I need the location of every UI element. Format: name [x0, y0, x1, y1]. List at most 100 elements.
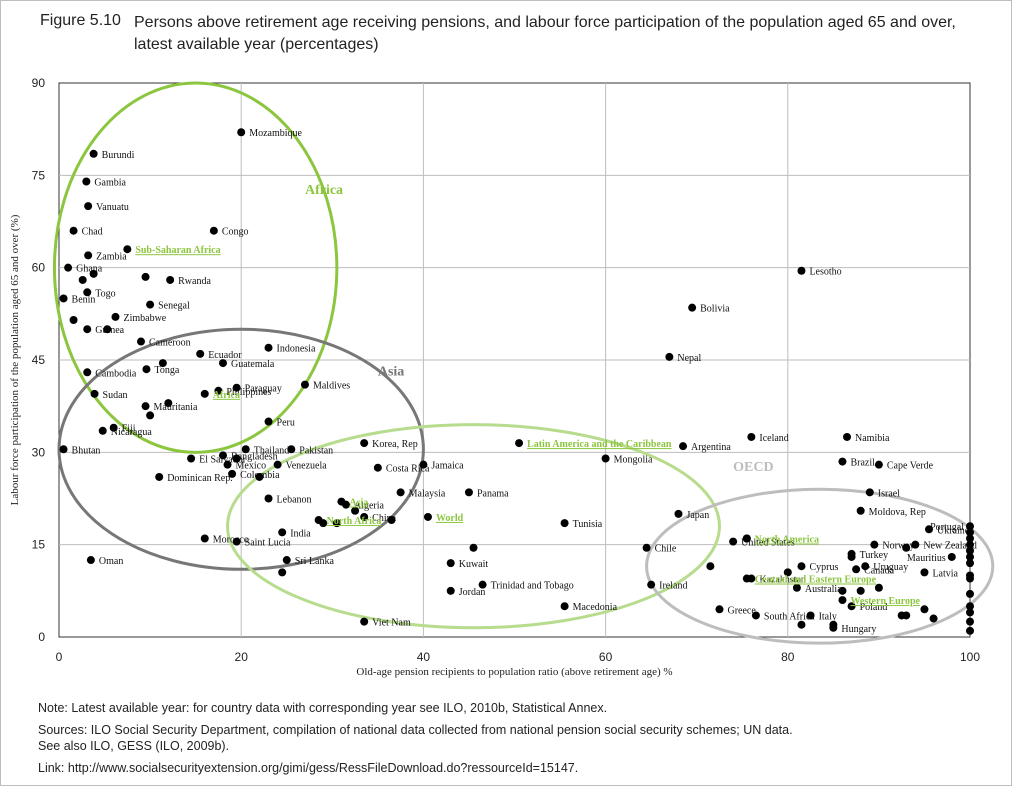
data-point[interactable] — [209, 226, 218, 235]
data-point[interactable] — [642, 543, 651, 552]
data-point[interactable] — [200, 534, 209, 543]
data-point[interactable] — [478, 580, 487, 589]
data-point[interactable] — [59, 445, 68, 454]
aggregate-point[interactable] — [200, 389, 209, 398]
data-point[interactable] — [332, 519, 341, 528]
data-point[interactable] — [278, 528, 287, 537]
data-point[interactable] — [373, 463, 382, 472]
data-point[interactable] — [64, 263, 73, 272]
aggregate-point[interactable] — [314, 516, 323, 525]
data-point[interactable] — [966, 546, 974, 555]
data-point[interactable] — [852, 565, 861, 574]
data-point[interactable] — [83, 368, 92, 377]
data-point[interactable] — [141, 272, 150, 281]
data-point[interactable] — [947, 552, 956, 561]
data-point[interactable] — [920, 568, 929, 577]
data-point[interactable] — [264, 343, 273, 352]
data-point[interactable] — [218, 359, 227, 368]
data-point[interactable] — [255, 472, 264, 481]
aggregate-point[interactable] — [515, 439, 524, 448]
data-point[interactable] — [228, 469, 237, 478]
data-point[interactable] — [966, 534, 974, 543]
data-point[interactable] — [83, 325, 92, 334]
data-point[interactable] — [920, 605, 929, 614]
data-point[interactable] — [792, 583, 801, 592]
data-point[interactable] — [264, 417, 273, 426]
data-point[interactable] — [966, 528, 974, 537]
data-point[interactable] — [865, 488, 874, 497]
data-point[interactable] — [84, 202, 93, 211]
data-point[interactable] — [806, 611, 815, 620]
data-point[interactable] — [847, 552, 856, 561]
data-point[interactable] — [155, 472, 164, 481]
data-point[interactable] — [218, 451, 227, 460]
data-point[interactable] — [232, 537, 241, 546]
data-point[interactable] — [187, 454, 196, 463]
data-point[interactable] — [419, 460, 428, 469]
data-point[interactable] — [856, 506, 865, 515]
data-point[interactable] — [237, 128, 246, 137]
data-point[interactable] — [797, 620, 806, 629]
data-point[interactable] — [360, 512, 369, 521]
data-point[interactable] — [464, 488, 473, 497]
data-point[interactable] — [59, 294, 68, 303]
data-point[interactable] — [86, 556, 95, 565]
data-point[interactable] — [446, 586, 455, 595]
aggregate-point[interactable] — [123, 245, 132, 254]
data-point[interactable] — [751, 611, 760, 620]
data-point[interactable] — [870, 540, 879, 549]
data-point[interactable] — [90, 389, 99, 398]
data-point[interactable] — [843, 432, 852, 441]
data-point[interactable] — [874, 460, 883, 469]
data-point[interactable] — [688, 303, 697, 312]
aggregate-point[interactable] — [337, 497, 346, 506]
data-point[interactable] — [223, 460, 232, 469]
data-point[interactable] — [747, 432, 756, 441]
data-point[interactable] — [966, 522, 974, 531]
data-point[interactable] — [396, 488, 405, 497]
data-point[interactable] — [164, 399, 173, 408]
data-point[interactable] — [69, 226, 78, 235]
data-point[interactable] — [679, 442, 688, 451]
data-point[interactable] — [287, 445, 296, 454]
data-point[interactable] — [146, 411, 155, 420]
data-point[interactable] — [966, 589, 974, 598]
data-point[interactable] — [141, 402, 150, 411]
data-point[interactable] — [847, 602, 856, 611]
data-point[interactable] — [78, 275, 87, 284]
aggregate-point[interactable] — [742, 534, 751, 543]
data-point[interactable] — [797, 562, 806, 571]
data-point[interactable] — [715, 605, 724, 614]
data-point[interactable] — [273, 460, 282, 469]
data-point[interactable] — [158, 359, 167, 368]
data-point[interactable] — [446, 559, 455, 568]
data-point[interactable] — [136, 337, 145, 346]
data-point[interactable] — [232, 383, 241, 392]
data-point[interactable] — [966, 626, 974, 635]
data-point[interactable] — [241, 445, 250, 454]
data-point[interactable] — [282, 556, 291, 565]
data-point[interactable] — [232, 454, 241, 463]
aggregate-point[interactable] — [423, 512, 432, 521]
data-point[interactable] — [674, 509, 683, 518]
data-point[interactable] — [706, 562, 715, 571]
data-point[interactable] — [966, 608, 974, 617]
data-point[interactable] — [98, 426, 107, 435]
data-point[interactable] — [89, 149, 98, 158]
data-point[interactable] — [278, 568, 287, 577]
aggregate-point[interactable] — [838, 596, 847, 605]
data-point[interactable] — [89, 269, 98, 278]
data-point[interactable] — [196, 349, 205, 358]
link-text[interactable]: Link: http://www.socialsecurityextension… — [38, 761, 579, 775]
aggregate-point[interactable] — [742, 574, 751, 583]
data-point[interactable] — [783, 568, 792, 577]
data-point[interactable] — [929, 614, 938, 623]
data-point[interactable] — [300, 380, 309, 389]
data-point[interactable] — [838, 457, 847, 466]
data-point[interactable] — [601, 454, 610, 463]
data-point[interactable] — [560, 602, 569, 611]
data-point[interactable] — [838, 586, 847, 595]
data-point[interactable] — [351, 506, 360, 515]
data-point[interactable] — [69, 315, 78, 324]
data-point[interactable] — [111, 312, 120, 321]
